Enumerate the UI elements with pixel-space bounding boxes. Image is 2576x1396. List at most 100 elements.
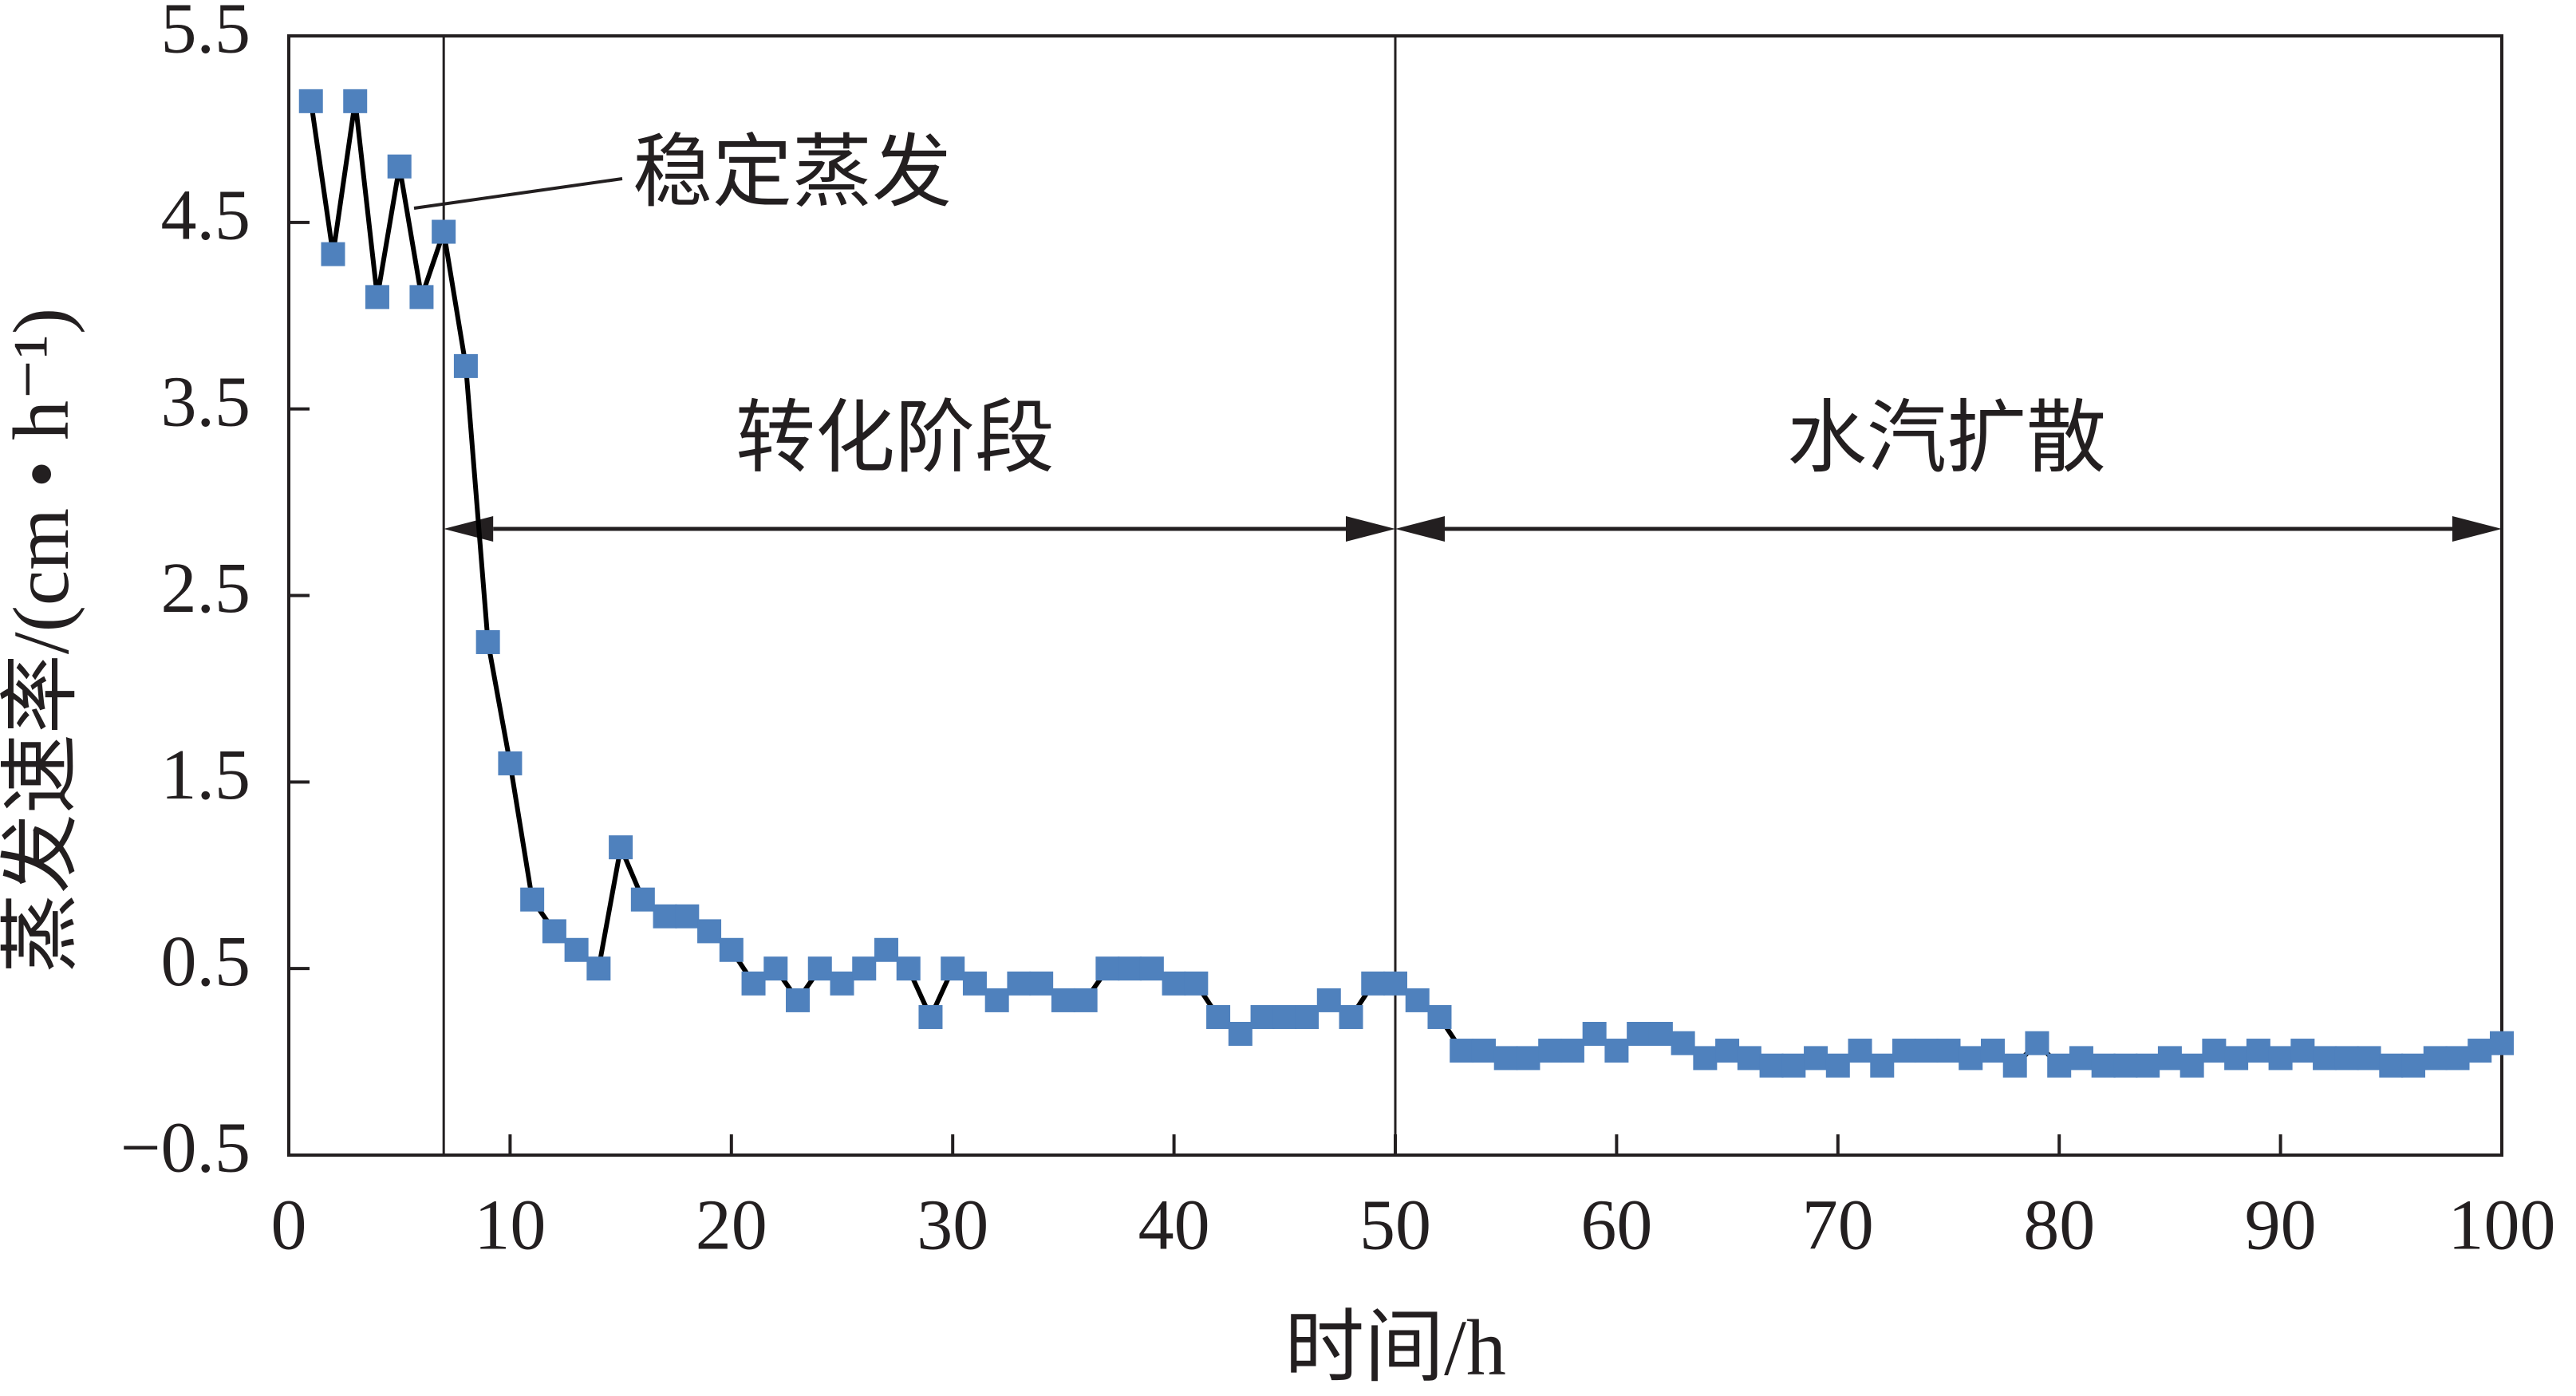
arrow-head: [444, 516, 494, 542]
marker: [763, 956, 788, 981]
annotation: 转化阶段: [736, 394, 1055, 483]
marker: [1184, 971, 1209, 996]
marker: [941, 956, 965, 981]
x-tick-label: 10: [474, 1186, 546, 1265]
marker: [542, 919, 566, 944]
arrow-head: [1395, 516, 1445, 542]
marker: [1029, 971, 1054, 996]
marker: [609, 835, 633, 860]
marker: [918, 1004, 943, 1029]
marker: [365, 285, 389, 310]
marker: [1936, 1039, 1961, 1063]
marker: [586, 956, 611, 981]
x-tick-label: 50: [1359, 1186, 1431, 1265]
marker: [697, 919, 722, 944]
y-tick-label: 1.5: [161, 735, 251, 814]
marker: [1980, 1039, 2005, 1063]
marker: [807, 956, 832, 981]
marker: [2157, 1046, 2182, 1071]
marker: [896, 956, 921, 981]
y-tick-label: 0.5: [161, 922, 251, 1001]
annotation: 水汽扩散: [1787, 394, 2106, 483]
marker: [1693, 1046, 1718, 1071]
marker: [1007, 971, 1032, 996]
marker: [1339, 1004, 1363, 1029]
marker: [1715, 1039, 1740, 1063]
marker: [2136, 1053, 2160, 1078]
marker: [2202, 1039, 2227, 1063]
marker: [1095, 956, 1120, 981]
marker: [786, 988, 811, 1012]
marker: [2025, 1031, 2049, 1055]
y-tick-label: −0.5: [120, 1109, 250, 1188]
marker: [2313, 1046, 2337, 1071]
marker: [741, 971, 766, 996]
marker: [1206, 1004, 1231, 1029]
marker: [1582, 1022, 1607, 1047]
x-tick-label: 60: [1580, 1186, 1652, 1265]
marker: [1493, 1046, 1518, 1071]
marker: [1538, 1039, 1563, 1063]
marker: [432, 219, 456, 244]
marker: [475, 629, 500, 654]
marker: [2180, 1053, 2204, 1078]
marker: [520, 887, 545, 912]
marker: [2357, 1046, 2381, 1071]
marker: [2334, 1046, 2359, 1071]
marker: [1759, 1053, 1784, 1078]
y-tick-label: 3.5: [161, 362, 251, 441]
marker: [1295, 1004, 1320, 1029]
marker: [653, 904, 677, 929]
marker: [2490, 1031, 2514, 1055]
marker: [321, 242, 345, 266]
marker: [1118, 956, 1142, 981]
marker: [852, 956, 877, 981]
marker: [564, 937, 589, 962]
marker: [984, 988, 1009, 1012]
marker: [1361, 971, 1386, 996]
marker: [2091, 1053, 2116, 1078]
marker: [1450, 1039, 1474, 1063]
arrow-head: [1346, 516, 1395, 542]
marker: [1228, 1022, 1252, 1047]
marker: [1914, 1039, 1939, 1063]
marker: [962, 971, 987, 996]
marker: [1139, 956, 1164, 981]
marker: [1405, 988, 1430, 1012]
marker: [2246, 1039, 2270, 1063]
arrow-head: [2452, 516, 2502, 542]
marker: [1737, 1046, 1761, 1071]
x-tick-label: 20: [696, 1186, 767, 1265]
marker: [2224, 1046, 2249, 1071]
x-tick-label: 80: [2023, 1186, 2095, 1265]
marker: [387, 154, 412, 179]
marker: [1051, 988, 1075, 1012]
marker: [1781, 1053, 1806, 1078]
x-tick-label: 70: [1802, 1186, 1874, 1265]
marker: [2113, 1053, 2138, 1078]
marker: [630, 887, 655, 912]
marker: [298, 89, 323, 113]
x-axis-label: 时间/h: [1284, 1303, 1506, 1392]
marker: [830, 971, 854, 996]
marker: [1316, 988, 1341, 1012]
marker: [343, 89, 368, 113]
marker: [1959, 1046, 1983, 1071]
marker: [498, 751, 523, 775]
marker: [1604, 1039, 1629, 1063]
marker: [1892, 1039, 1917, 1063]
marker: [2069, 1046, 2093, 1071]
marker: [453, 353, 478, 378]
marker: [1560, 1039, 1584, 1063]
marker: [2290, 1039, 2315, 1063]
marker: [1516, 1046, 1540, 1071]
y-tick-label: 2.5: [161, 549, 251, 628]
marker: [1162, 971, 1186, 996]
series-line: [308, 101, 2503, 1069]
x-tick-label: 0: [271, 1186, 307, 1265]
marker: [1648, 1022, 1673, 1047]
x-tick-label: 90: [2245, 1186, 2317, 1265]
marker: [675, 904, 700, 929]
marker: [2268, 1046, 2293, 1071]
